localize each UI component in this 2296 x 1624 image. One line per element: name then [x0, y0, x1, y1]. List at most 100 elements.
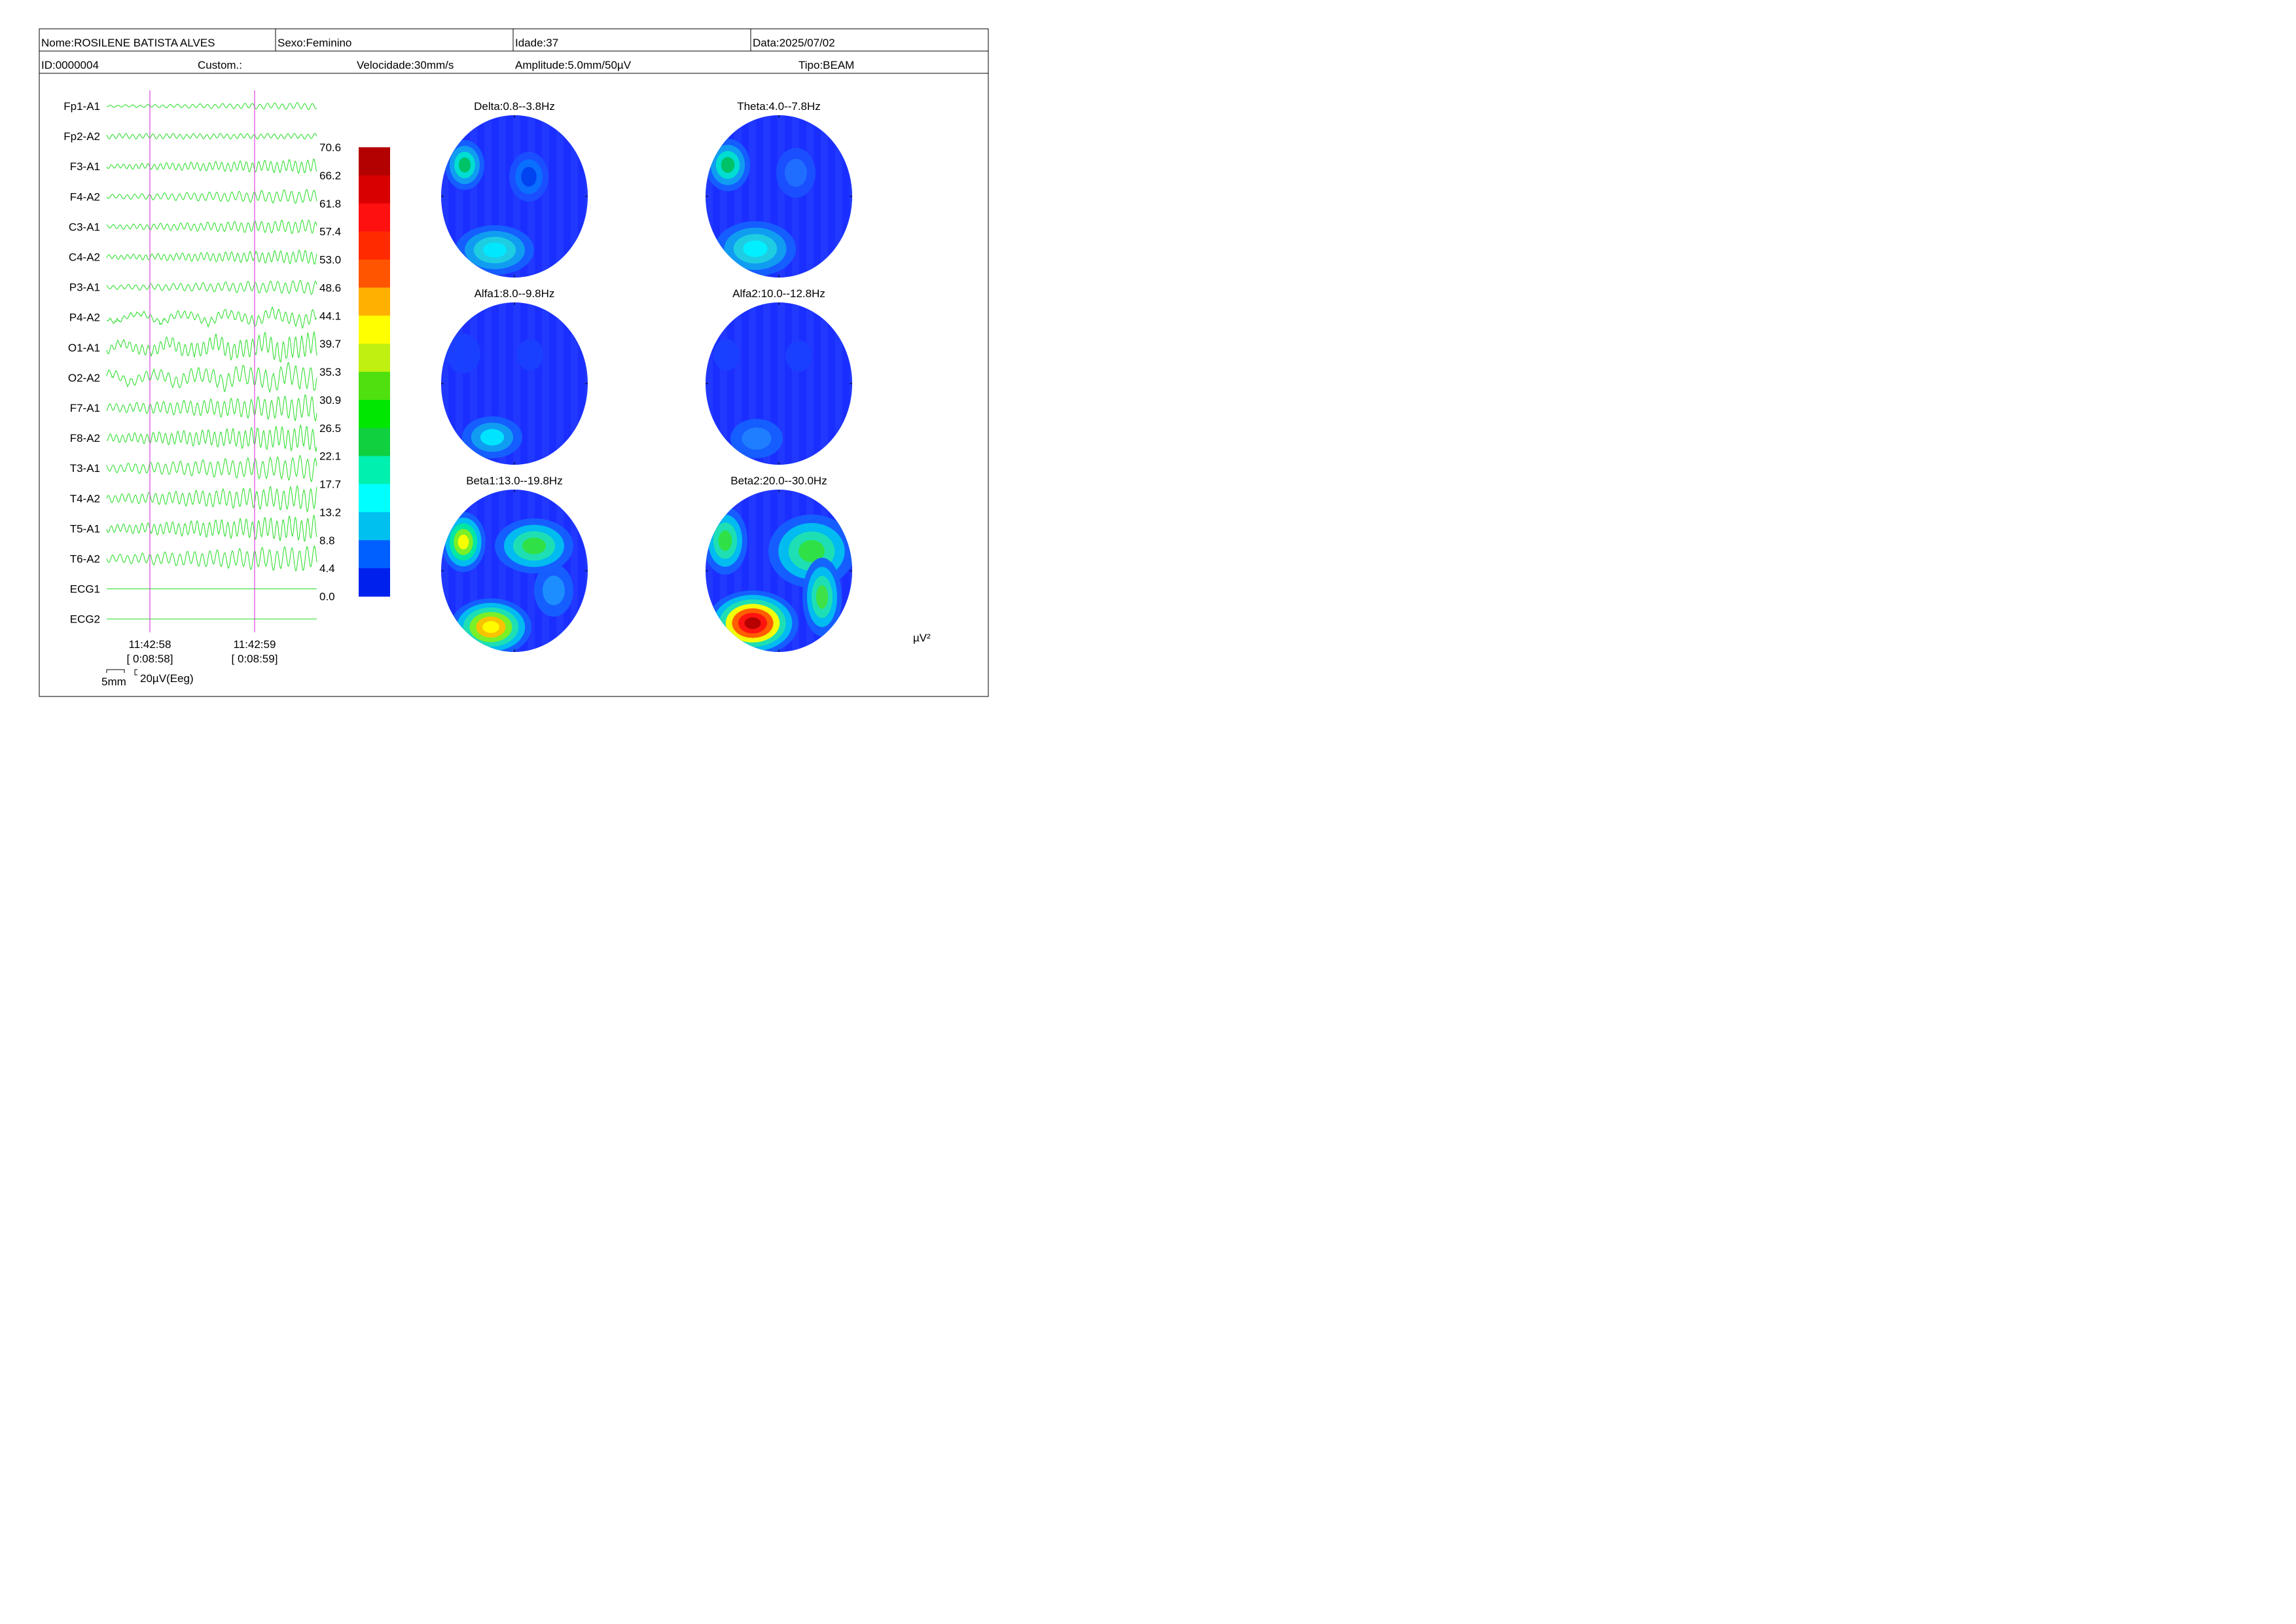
topomap-activity [480, 429, 505, 446]
map-type: Tipo:BEAM [798, 59, 854, 71]
amplitude-setting: Amplitude:5.0mm/50µV [515, 59, 632, 71]
eeg-beam-report: Nome:ROSILENE BATISTA ALVES Sexo:Feminin… [39, 28, 989, 697]
marker-elapsed-time: [ 0:08:58] [127, 653, 173, 665]
color-scale-segment [359, 512, 390, 541]
color-scale-segment [359, 399, 390, 429]
color-scale-label: 22.1 [319, 450, 341, 463]
color-scale-segment [359, 456, 390, 485]
channel-label: O1-A1 [68, 342, 100, 354]
color-scale-segment [359, 344, 390, 372]
eeg-trace [106, 455, 317, 482]
topomap-title: Alfa2:10.0--12.8Hz [732, 287, 825, 300]
color-scale-label: 44.1 [319, 310, 341, 322]
topomap-activity [521, 167, 537, 187]
color-scale-label: 0.0 [319, 590, 335, 603]
topomap-activity [718, 530, 732, 551]
custom-field: Custom.: [198, 59, 242, 71]
patient-name: Nome:ROSILENE BATISTA ALVES [41, 37, 215, 49]
marker-clock-time: 11:42:58 [129, 638, 171, 651]
topomap-activity [785, 158, 807, 187]
topomap-activity [543, 575, 565, 605]
topomap-activity [458, 157, 471, 173]
channel-label: F8-A2 [70, 432, 100, 444]
color-scale-label: 35.3 [319, 366, 341, 378]
color-scale-label: 57.4 [319, 226, 341, 238]
color-scale-label: 13.2 [319, 506, 341, 518]
unit-label: µV² [913, 632, 931, 644]
patient-id: ID:0000004 [41, 59, 99, 71]
eeg-trace-panel: Fp1-A1 Fp2-A2 F3-A1 F4-A2 C3-A1 C4-A2 P3-A1 P4-… [63, 90, 317, 688]
color-scale-label: 39.7 [319, 338, 341, 350]
channel-label: P3-A1 [69, 281, 100, 294]
topomap-activity [798, 540, 825, 562]
color-scale-bar: 70.6 66.2 61.8 57.4 53.0 48.6 44.1 39.7 35.3 30.9… [319, 141, 390, 603]
channel-label: ECG1 [70, 583, 100, 596]
topomap-title: Theta:4.0--7.8Hz [737, 100, 821, 113]
channel-label: F4-A2 [70, 190, 100, 203]
amplitude-scale-label: 20µV(Eeg) [140, 672, 194, 685]
topomap-activity [743, 240, 768, 257]
channel-label: T5-A1 [70, 522, 100, 535]
topomap-activity [446, 334, 480, 373]
color-scale-label: 8.8 [319, 534, 335, 547]
topomap: Alfa2:10.0--12.8Hz [706, 287, 852, 465]
topomap: Beta2:20.0--30.0Hz [706, 475, 852, 652]
channel-label: T3-A1 [70, 462, 100, 475]
channel-traces [106, 102, 317, 620]
color-scale-label: 48.6 [319, 281, 341, 294]
topomap: Theta:4.0--7.8Hz [706, 100, 852, 278]
channel-label: ECG2 [70, 613, 100, 626]
color-scale-segment [359, 147, 390, 176]
topomap-activity [816, 585, 829, 609]
color-scale-label: 4.4 [319, 562, 335, 575]
eeg-trace [106, 102, 317, 111]
color-scale-label: 26.5 [319, 422, 341, 435]
topomap-activity [721, 156, 735, 173]
eeg-trace [106, 158, 317, 174]
channel-label: P4-A2 [69, 312, 100, 324]
topomap: Alfa1:8.0--9.8Hz [441, 287, 588, 465]
channel-label: T6-A2 [70, 553, 100, 566]
channel-label: F3-A1 [70, 160, 100, 173]
color-scale-segment [359, 231, 390, 261]
eeg-trace [106, 133, 317, 140]
time-scale-label: 5mm [101, 676, 126, 688]
topomap-title: Delta:0.8--3.8Hz [474, 100, 555, 113]
color-scale-label: 61.8 [319, 198, 341, 210]
channel-label: F7-A1 [70, 402, 100, 414]
eeg-trace [106, 361, 317, 393]
patient-age: Idade:37 [515, 37, 558, 49]
eeg-trace [106, 484, 317, 513]
scale-indicator: 5mm 20µV(Eeg) [101, 669, 194, 688]
topomap-activity [482, 621, 499, 634]
color-scale-segment [359, 568, 390, 597]
color-scale-segment [359, 484, 390, 513]
marker-elapsed-time: [ 0:08:59] [232, 653, 278, 665]
eeg-trace [106, 189, 317, 204]
topomap-activity [457, 534, 469, 550]
channel-label: Fp1-A1 [63, 100, 100, 113]
color-scale-segment [359, 540, 390, 569]
color-scale-segment [359, 175, 390, 204]
eeg-trace [106, 280, 317, 295]
topomap-activity [522, 537, 547, 554]
channel-label: O2-A2 [68, 372, 100, 384]
color-scale-label: 30.9 [319, 394, 341, 406]
eeg-trace [106, 514, 317, 542]
eeg-trace [106, 249, 317, 265]
color-scale-segment [359, 203, 390, 232]
channel-labels: Fp1-A1 Fp2-A2 F3-A1 F4-A2 C3-A1 C4-A2 P3-A1 P4-… [63, 100, 100, 626]
topomap-activity [517, 339, 543, 370]
report-frame [39, 28, 989, 697]
topomap-title: Alfa1:8.0--9.8Hz [475, 287, 555, 300]
channel-label: T4-A2 [70, 492, 100, 505]
color-scale-segment [359, 427, 390, 457]
marker-clock-time: 11:42:59 [234, 638, 276, 651]
topomap: Beta1:13.0--19.8Hz [441, 475, 588, 652]
color-scale-label: 66.2 [319, 170, 341, 182]
topomap-title: Beta1:13.0--19.8Hz [466, 475, 562, 487]
color-scale-segment [359, 259, 390, 288]
color-scale-label: 53.0 [319, 254, 341, 266]
channel-label: C3-A1 [69, 221, 100, 233]
topomap-activity [713, 339, 740, 370]
